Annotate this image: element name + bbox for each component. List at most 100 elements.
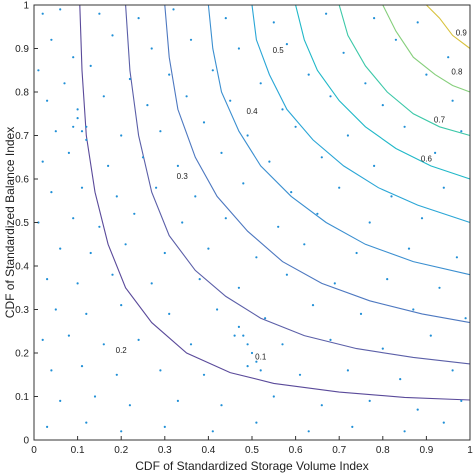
- scatter-point: [189, 343, 193, 346]
- scatter-point: [59, 399, 62, 402]
- scatter-point: [172, 8, 175, 11]
- x-axis-ticks: 0 0.1 0.2 0.3 0.4 0.5 0.6 0.7 0.8 0.9 1: [31, 436, 473, 456]
- scatter-point: [102, 343, 105, 346]
- x-tick-label: 0.2: [114, 445, 128, 456]
- scatter-point: [107, 164, 110, 167]
- x-axis-title: CDF of Standardized Storage Volume Index: [135, 459, 368, 473]
- scatter-point: [246, 343, 249, 346]
- scatter-point: [381, 104, 384, 107]
- contour-line-0.9: [426, 4, 471, 49]
- x-tick-label: 0.3: [158, 445, 172, 456]
- scatter-point: [46, 278, 49, 281]
- y-axis-title: CDF of Standardized Balance Index: [3, 127, 17, 318]
- scatter-point: [425, 73, 428, 76]
- x-tick-label: 0: [31, 445, 37, 456]
- scatter-point: [407, 247, 411, 250]
- scatter-point: [124, 243, 127, 246]
- scatter-point: [255, 421, 258, 424]
- scatter-point: [98, 225, 101, 228]
- contour-label-0.2: 0.2: [116, 346, 128, 355]
- y-tick-label: 0: [23, 436, 29, 447]
- scatter-point: [373, 164, 376, 167]
- scatter-point: [246, 365, 249, 368]
- contour-label-0.1: 0.1: [255, 353, 267, 362]
- scatter-point: [50, 191, 53, 194]
- scatter-point: [202, 373, 206, 376]
- y-tick-label: 0.6: [15, 175, 29, 186]
- scatter-point: [220, 151, 223, 154]
- contour-label-0.3: 0.3: [177, 172, 189, 181]
- scatter-point: [399, 378, 402, 381]
- scatter-point: [159, 369, 162, 372]
- scatter-point: [338, 186, 341, 189]
- scatter-point: [233, 334, 236, 337]
- scatter-point: [264, 317, 267, 320]
- scatter-point: [93, 395, 97, 398]
- scatter-point: [163, 425, 166, 428]
- scatter-point: [111, 273, 114, 276]
- scatter-point: [41, 160, 44, 163]
- scatter-point: [50, 38, 53, 41]
- scatter-point: [133, 212, 136, 215]
- scatter-point: [333, 282, 336, 285]
- scatter-point: [325, 12, 328, 15]
- scatter-point: [115, 195, 118, 198]
- scatter-point: [85, 312, 88, 315]
- scatter-point: [237, 47, 240, 50]
- scatter-point: [429, 334, 432, 337]
- scatter-point: [85, 421, 88, 424]
- scatter-point: [155, 186, 158, 189]
- scatter-point: [72, 125, 75, 128]
- scatter-point: [67, 334, 70, 337]
- scatter-point: [447, 56, 450, 59]
- scatter-point: [416, 21, 419, 24]
- scatter-point: [311, 304, 315, 307]
- scatter-point: [294, 125, 297, 128]
- scatter-point: [146, 104, 149, 107]
- contour-line-0.1: [79, 4, 471, 401]
- scatter-point: [176, 164, 179, 167]
- scatter-point: [364, 82, 367, 85]
- scatter-point: [259, 369, 262, 372]
- scatter-point: [320, 404, 323, 407]
- scatter-point: [207, 247, 210, 250]
- scatter-point: [198, 278, 201, 281]
- contour-label-0.7: 0.7: [434, 115, 446, 124]
- x-tick-label: 0.9: [419, 445, 433, 456]
- scatter-point: [255, 256, 258, 259]
- scatter-point: [255, 360, 258, 363]
- scatter-point: [442, 186, 445, 189]
- scatter-point: [250, 351, 254, 355]
- scatter-point: [359, 312, 363, 315]
- scatter-point: [242, 334, 245, 337]
- contour-label-0.6: 0.6: [421, 155, 433, 164]
- y-tick-label: 0.5: [15, 218, 29, 229]
- scatter-point: [46, 425, 49, 428]
- scatter-point: [290, 191, 293, 194]
- scatter-point: [59, 247, 62, 250]
- scatter-point: [346, 369, 349, 372]
- y-tick-label: 0.7: [15, 131, 29, 142]
- scatter-point: [150, 282, 153, 285]
- scatter-point: [37, 69, 40, 72]
- scatter-point: [442, 421, 445, 424]
- scatter-point: [307, 73, 310, 76]
- scatter-point: [115, 373, 118, 376]
- scatter-point: [285, 273, 288, 276]
- scatter-point: [137, 17, 140, 20]
- contour-line-0.3: [164, 4, 471, 324]
- scatter-point: [434, 151, 437, 154]
- scatter-point: [181, 221, 184, 224]
- scatter-point: [237, 325, 240, 328]
- scatter-point: [237, 286, 240, 289]
- scatter-point: [390, 195, 393, 198]
- scatter-point: [368, 221, 371, 224]
- contour-lines: [79, 4, 471, 401]
- scatter-point: [189, 38, 193, 41]
- scatter-point: [394, 38, 397, 41]
- x-tick-label: 0.7: [332, 445, 346, 456]
- scatter-point: [381, 347, 384, 350]
- scatter-point: [76, 282, 79, 285]
- scatter-point: [111, 34, 114, 37]
